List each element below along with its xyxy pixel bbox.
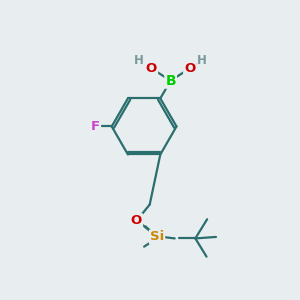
Text: Si: Si (150, 230, 164, 243)
Text: O: O (131, 214, 142, 227)
Text: H: H (197, 54, 207, 67)
Text: H: H (134, 54, 144, 67)
Text: O: O (146, 62, 157, 75)
Text: F: F (91, 120, 100, 133)
Text: O: O (184, 62, 195, 75)
Text: B: B (165, 74, 176, 88)
